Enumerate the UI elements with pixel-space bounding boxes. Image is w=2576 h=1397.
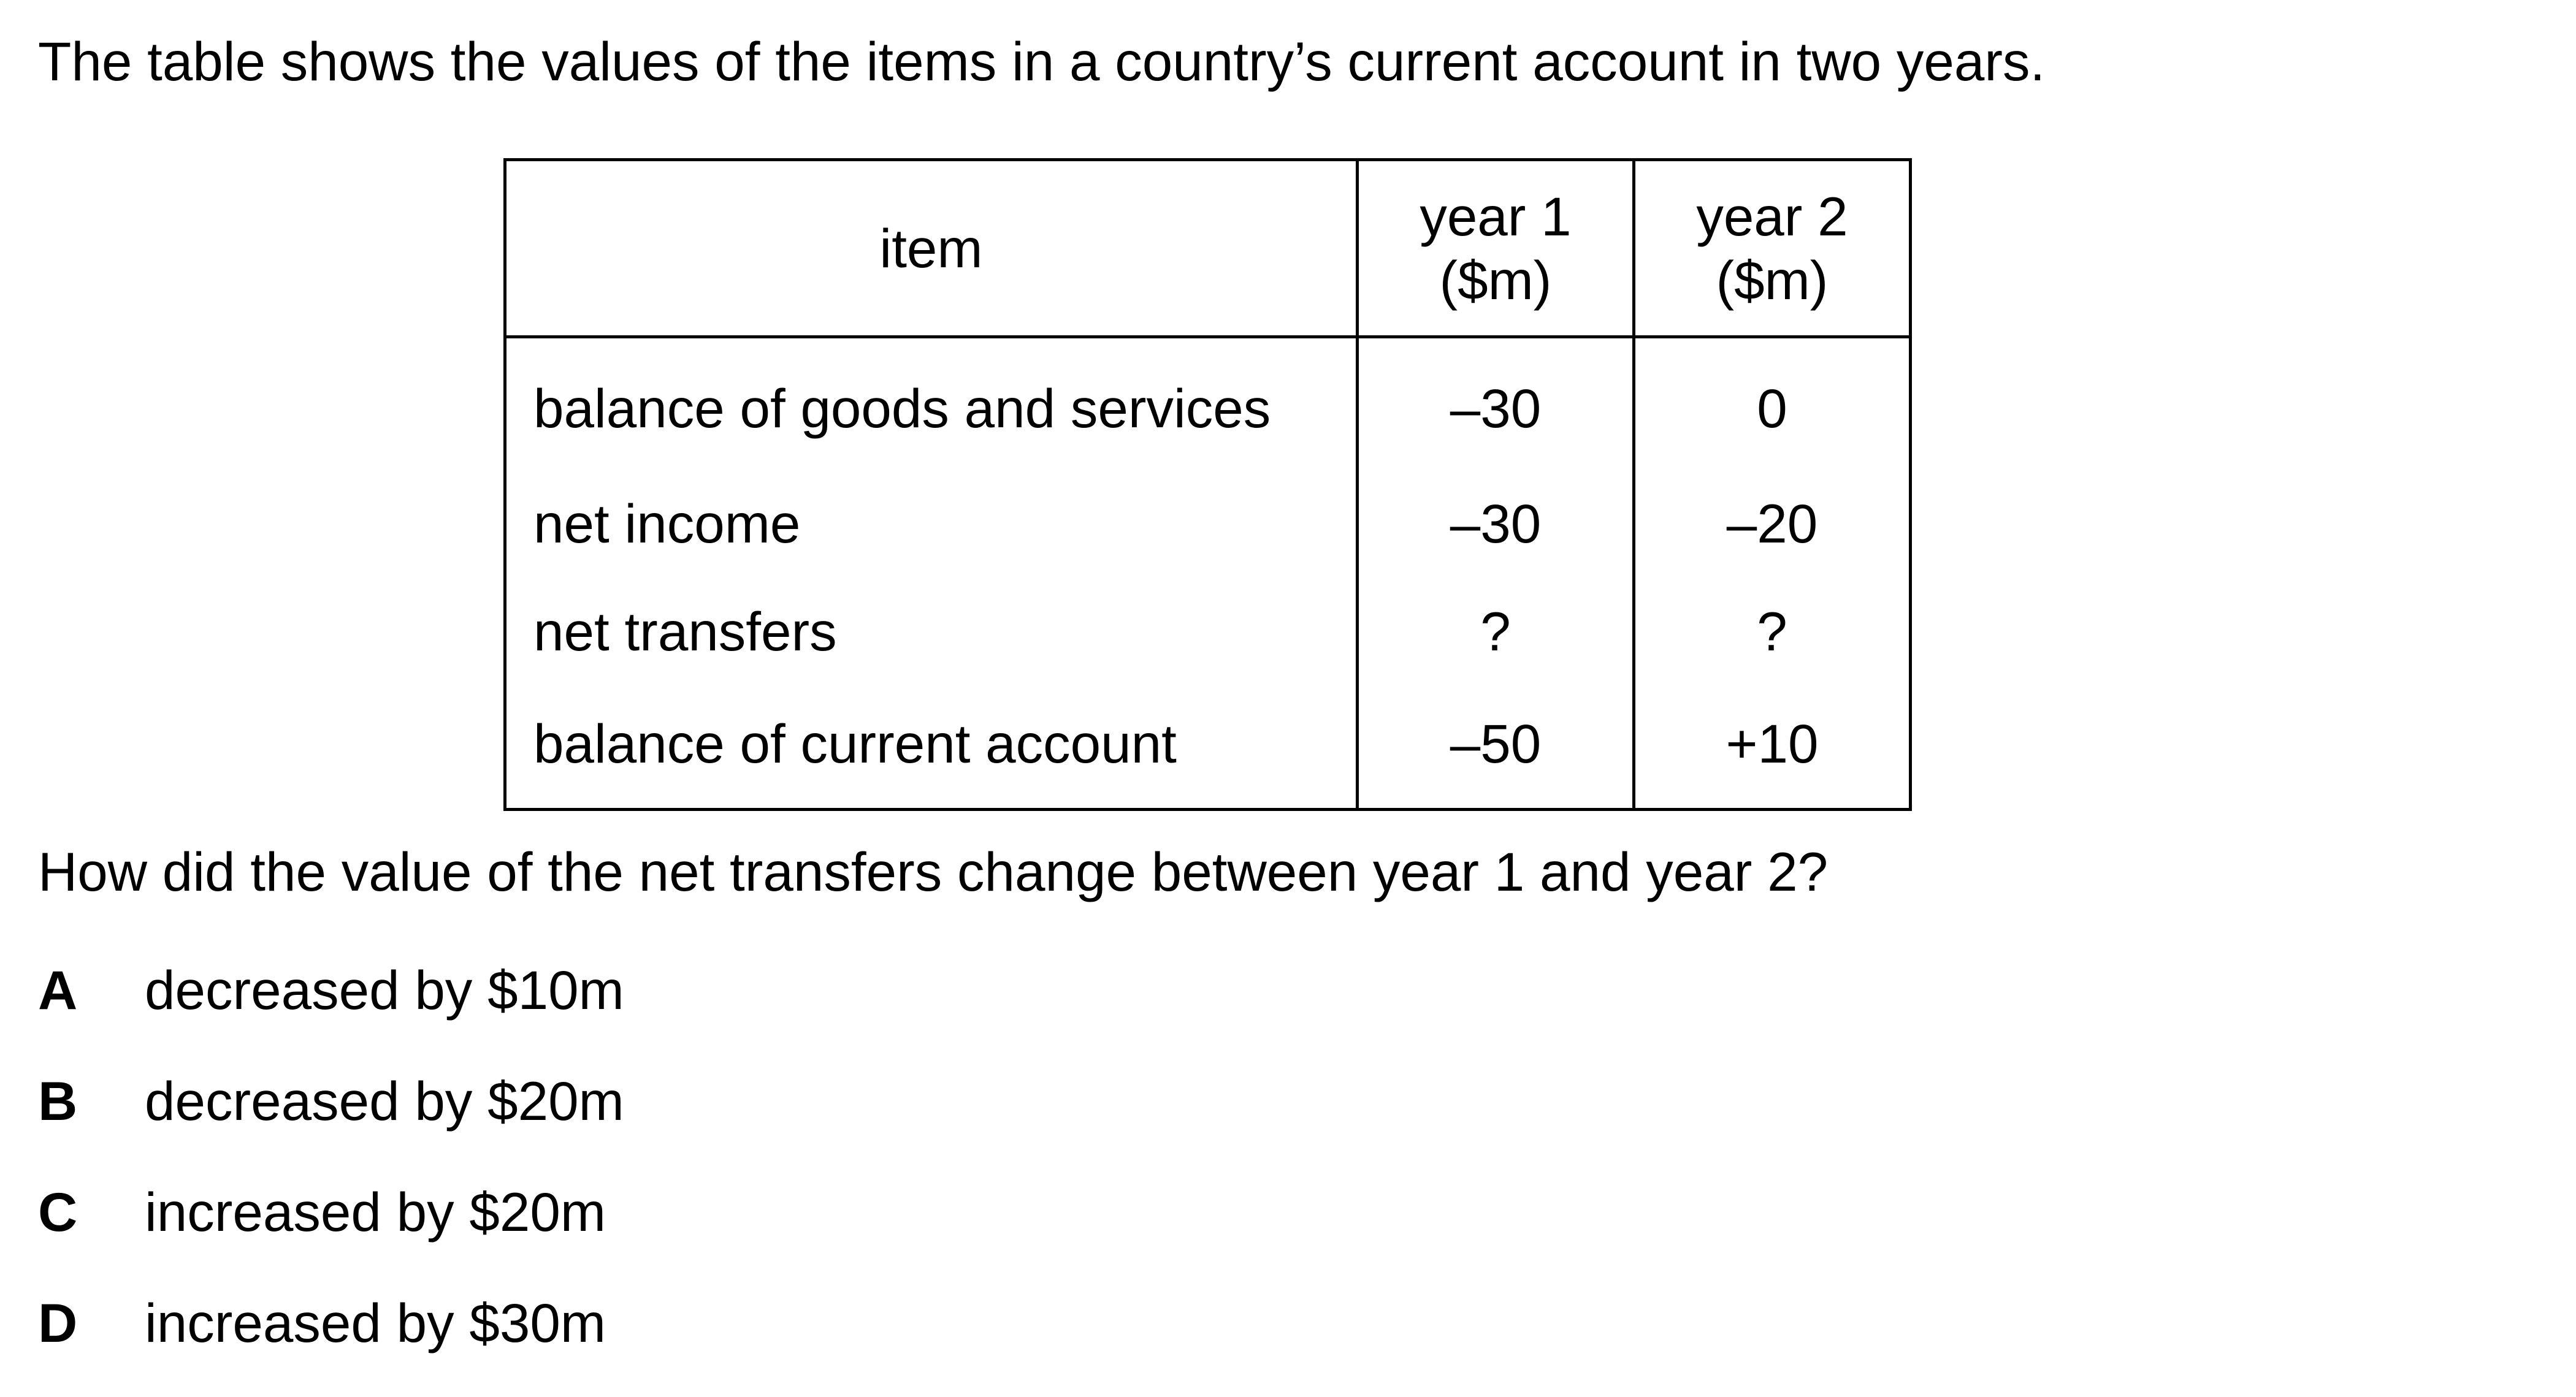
table-row: net transfers ? ?	[503, 577, 1912, 685]
row-year-2-value: 0	[1632, 337, 1912, 470]
table-row: net income –30 –20	[503, 470, 1912, 577]
header-year-1-unit: ($m)	[1439, 249, 1552, 311]
option-text: decreased by $10m	[145, 959, 624, 1021]
row-year-1-value: –30	[1356, 337, 1635, 470]
option-letter: C	[38, 1181, 78, 1243]
question-stem: How did the value of the net transfers c…	[38, 841, 1829, 902]
row-item-label: net transfers	[503, 577, 1359, 685]
row-year-2-value: –20	[1632, 470, 1912, 577]
option-c[interactable]: C increased by $20m	[38, 1175, 624, 1286]
row-year-2-value: ?	[1632, 577, 1912, 685]
header-year-1-label: year 1	[1420, 186, 1572, 247]
question-intro: The table shows the values of the items …	[38, 31, 2046, 92]
row-year-1-value: –50	[1356, 685, 1635, 811]
option-d[interactable]: D increased by $30m	[38, 1286, 624, 1397]
table-row: balance of current account –50 +10	[503, 685, 1912, 811]
header-year-2-label: year 2	[1696, 186, 1848, 247]
option-text: increased by $30m	[145, 1292, 606, 1353]
row-item-label: balance of current account	[503, 685, 1359, 811]
answer-options: A decreased by $10m B decreased by $20m …	[38, 953, 624, 1397]
row-year-2-value: +10	[1632, 685, 1912, 811]
header-year-2: year 2 ($m)	[1632, 158, 1912, 338]
option-letter: B	[38, 1070, 78, 1132]
current-account-table: item year 1 ($m) year 2 ($m) balance of …	[503, 158, 1912, 811]
option-b[interactable]: B decreased by $20m	[38, 1064, 624, 1175]
header-item: item	[503, 158, 1359, 338]
table-row: balance of goods and services –30 0	[503, 337, 1912, 470]
row-item-label: net income	[503, 470, 1359, 577]
header-year-2-unit: ($m)	[1716, 249, 1829, 311]
row-item-label: balance of goods and services	[503, 337, 1359, 470]
table-header-row: item year 1 ($m) year 2 ($m)	[503, 158, 1912, 338]
option-text: decreased by $20m	[145, 1070, 624, 1132]
row-year-1-value: ?	[1356, 577, 1635, 685]
option-text: increased by $20m	[145, 1181, 606, 1243]
row-year-1-value: –30	[1356, 470, 1635, 577]
header-year-1: year 1 ($m)	[1356, 158, 1635, 338]
option-a[interactable]: A decreased by $10m	[38, 953, 624, 1064]
option-letter: A	[38, 959, 78, 1021]
option-letter: D	[38, 1292, 78, 1353]
